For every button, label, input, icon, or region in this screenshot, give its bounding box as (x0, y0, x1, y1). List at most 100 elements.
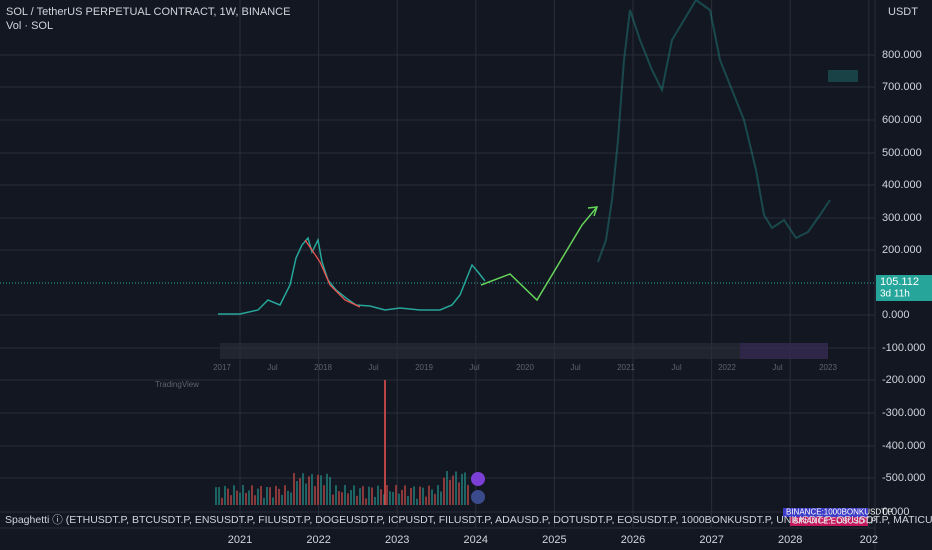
countdown: 3d 11h (880, 289, 910, 300)
volume-bar (239, 492, 241, 505)
volume-bar (452, 475, 454, 505)
volume-bar (467, 484, 469, 505)
volume-bar (329, 477, 331, 505)
volume-bar (458, 482, 460, 505)
volume-bar (428, 485, 430, 505)
volume-bar (359, 488, 361, 505)
overlay-label: 2021 (617, 363, 635, 372)
volume-bar (227, 488, 229, 505)
overlay-brand: TradingView (155, 380, 199, 389)
volume-bar (299, 478, 301, 505)
volume-bar (356, 495, 358, 505)
volume-bar (269, 487, 271, 505)
volume-bar (386, 485, 388, 505)
currency: USDT (888, 6, 918, 18)
event-icon[interactable] (471, 472, 485, 486)
price-label: -500.000 (882, 472, 925, 484)
symbol-tag (783, 508, 868, 517)
overlay-label: Jul (772, 363, 782, 372)
volume-bar (320, 475, 322, 505)
overlay-label: 2023 (819, 363, 837, 372)
volume-bar (395, 485, 397, 505)
projection-arrow (480, 206, 598, 302)
volume-bar (230, 495, 232, 505)
volume-bar (215, 487, 217, 505)
overlay-label: Jul (671, 363, 681, 372)
volume-bar (317, 474, 319, 505)
volume-bar (314, 486, 316, 505)
price-label: -100.000 (882, 342, 925, 354)
volume-bar (392, 491, 394, 505)
overlay-price-tag (828, 70, 858, 82)
volume-bar (272, 497, 274, 505)
volume-bar (416, 498, 418, 505)
volume-bar (425, 496, 427, 505)
volume-title: Vol · SOL (6, 20, 53, 32)
volume-bar (464, 472, 466, 505)
volume-bar (290, 492, 292, 505)
time-axis: 2021 2022 2023 2024 2025 2026 2027 2028 202 (228, 534, 878, 546)
volume-bar (224, 485, 226, 505)
volume-bar (389, 491, 391, 505)
volume-bar (401, 489, 403, 505)
time-label: 2026 (621, 534, 645, 546)
volume-bar (323, 485, 325, 505)
overlay-label: 2017 (213, 363, 231, 372)
volume-bar (260, 486, 262, 505)
volume-bar (368, 486, 370, 505)
overlay-label: 2018 (314, 363, 332, 372)
overlay-label: 2020 (516, 363, 534, 372)
price-tag (876, 275, 932, 301)
volume-bar (275, 485, 277, 505)
volume-bar (407, 496, 409, 505)
volume-bar (350, 490, 352, 505)
price-label: -200.000 (882, 374, 925, 386)
time-label: 2027 (699, 534, 723, 546)
price-candles (218, 236, 486, 315)
volume-bar (371, 487, 373, 505)
price-label: 600.000 (882, 114, 922, 126)
price-label: -400.000 (882, 440, 925, 452)
volume-bar (344, 485, 346, 505)
overlay-price (597, 0, 831, 263)
volume-bar (332, 494, 334, 505)
price-label: 300.000 (882, 212, 922, 224)
volume-bar (326, 473, 328, 505)
volume-bar (461, 473, 463, 505)
overlay-axis: 2017 Jul 2018 Jul 2019 Jul 2020 Jul 2021 Jul 2022 J… (213, 363, 837, 372)
price-label: 800.000 (882, 49, 922, 61)
volume-bar (218, 487, 220, 505)
time-label: 2023 (385, 534, 409, 546)
volume-bar (233, 485, 235, 505)
volume-bar (278, 488, 280, 505)
volume-bar (353, 485, 355, 505)
price-label: 400.000 (882, 179, 922, 191)
symbol-title: SOL / TetherUS PERPETUAL CONTRACT, 1W, B… (6, 6, 290, 18)
arrow-head (587, 206, 599, 217)
volume-bar (335, 485, 337, 505)
volume-bar (338, 491, 340, 505)
volume-bar (455, 471, 457, 505)
grid (0, 0, 875, 528)
volume-bar (263, 497, 265, 505)
volume-bar (413, 486, 415, 505)
volume-bar (254, 495, 256, 505)
volume-bar (257, 488, 259, 505)
volume-bar (284, 485, 286, 505)
volume-bar (437, 485, 439, 505)
volume-bar (242, 485, 244, 505)
price-label: 200.000 (882, 244, 922, 256)
volume-bar (434, 494, 436, 505)
time-label: 2025 (542, 534, 566, 546)
volume-bar (221, 497, 223, 505)
symbol-tag (790, 517, 868, 526)
last-price: 105.112 (880, 276, 919, 288)
volume-bar (398, 493, 400, 505)
time-label: 202 (860, 534, 878, 546)
volume-bars (215, 471, 469, 505)
volume-bar (383, 494, 385, 505)
overlay-label: 2022 (718, 363, 736, 372)
volume-bar (449, 479, 451, 505)
flag-icon[interactable] (471, 490, 485, 504)
overlay-tag (740, 343, 828, 359)
